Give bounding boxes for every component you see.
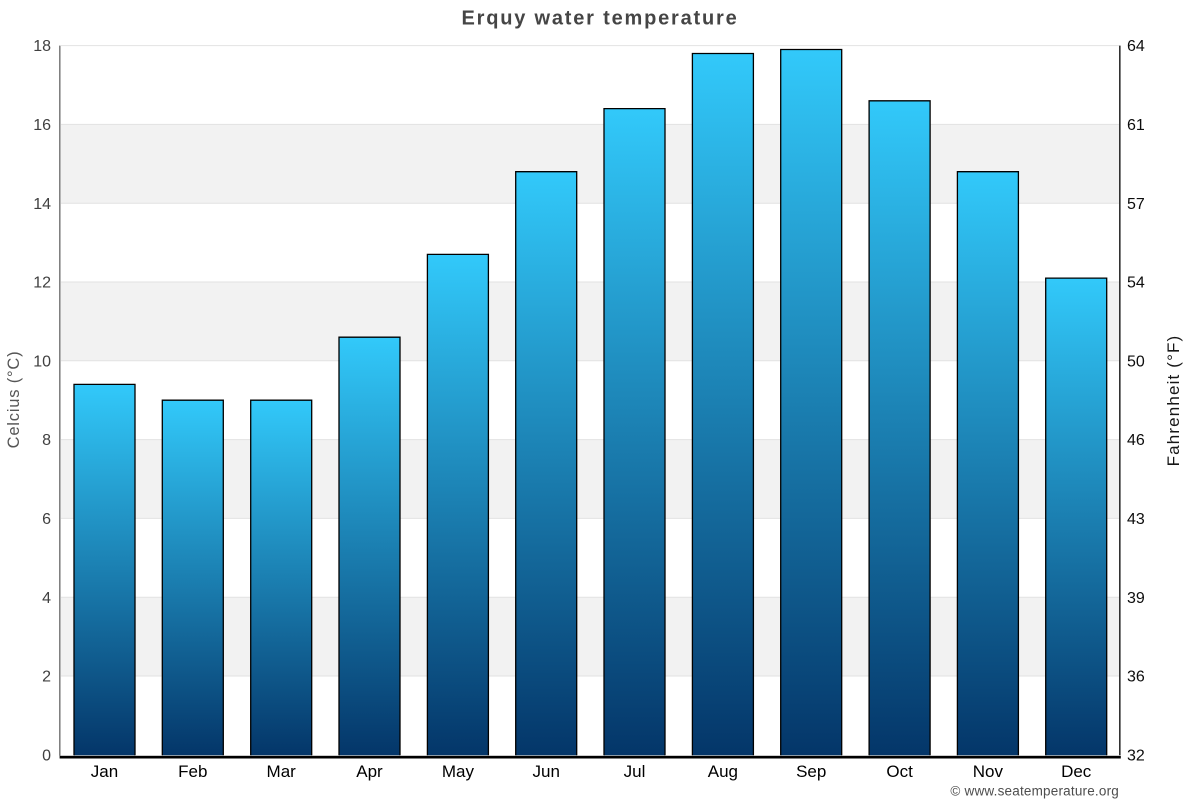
svg-text:2: 2 xyxy=(42,669,51,686)
svg-text:Jun: Jun xyxy=(532,762,559,781)
svg-text:Oct: Oct xyxy=(886,762,913,781)
svg-text:16: 16 xyxy=(33,117,51,134)
svg-text:54: 54 xyxy=(1127,275,1145,292)
svg-text:Sep: Sep xyxy=(796,762,826,781)
svg-text:4: 4 xyxy=(42,590,51,607)
svg-text:Celcius (°C): Celcius (°C) xyxy=(5,351,23,449)
svg-text:18: 18 xyxy=(33,38,51,55)
svg-text:64: 64 xyxy=(1127,38,1145,55)
svg-text:Nov: Nov xyxy=(973,762,1004,781)
svg-text:Jul: Jul xyxy=(624,762,646,781)
svg-text:Aug: Aug xyxy=(708,762,738,781)
svg-text:Dec: Dec xyxy=(1061,762,1092,781)
svg-text:50: 50 xyxy=(1127,353,1145,370)
svg-text:Feb: Feb xyxy=(178,762,207,781)
svg-text:8: 8 xyxy=(42,432,51,449)
svg-text:46: 46 xyxy=(1127,432,1145,449)
svg-text:0: 0 xyxy=(42,747,51,764)
svg-text:10: 10 xyxy=(33,353,51,370)
svg-text:Apr: Apr xyxy=(356,762,383,781)
svg-text:43: 43 xyxy=(1127,511,1145,528)
svg-text:39: 39 xyxy=(1127,590,1145,607)
svg-text:Jan: Jan xyxy=(91,762,118,781)
svg-text:32: 32 xyxy=(1127,747,1145,764)
svg-text:Mar: Mar xyxy=(267,762,297,781)
svg-text:Erquy water temperature: Erquy water temperature xyxy=(461,7,738,29)
svg-text:61: 61 xyxy=(1127,117,1145,134)
svg-text:Fahrenheit (°F): Fahrenheit (°F) xyxy=(1164,335,1183,467)
svg-text:57: 57 xyxy=(1127,196,1145,213)
svg-text:12: 12 xyxy=(33,275,51,292)
svg-text:© www.seatemperature.org: © www.seatemperature.org xyxy=(950,784,1119,799)
svg-text:6: 6 xyxy=(42,511,51,528)
svg-text:36: 36 xyxy=(1127,669,1145,686)
svg-text:14: 14 xyxy=(33,196,51,213)
svg-text:May: May xyxy=(442,762,475,781)
